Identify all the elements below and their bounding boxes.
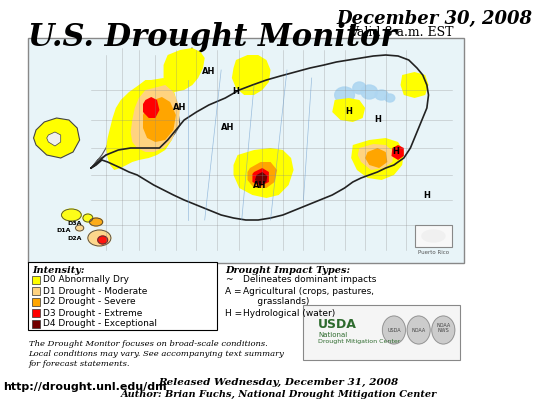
Text: The Drought Monitor focuses on broad-scale conditions.: The Drought Monitor focuses on broad-sca… <box>29 340 267 348</box>
Polygon shape <box>365 148 387 168</box>
Polygon shape <box>232 55 271 95</box>
Text: D2A: D2A <box>68 236 82 241</box>
Text: ~: ~ <box>225 276 233 285</box>
Polygon shape <box>164 48 205 92</box>
Ellipse shape <box>76 225 84 231</box>
Text: D3A: D3A <box>68 221 82 226</box>
Text: D0 Abnormally Dry: D0 Abnormally Dry <box>43 276 130 285</box>
Polygon shape <box>91 90 180 168</box>
Text: AH: AH <box>253 181 267 189</box>
Ellipse shape <box>62 209 82 221</box>
Text: http://drought.unl.edu/dm: http://drought.unl.edu/dm <box>4 382 167 392</box>
Bar <box>28 262 217 330</box>
Text: December 30, 2008: December 30, 2008 <box>336 10 532 28</box>
Ellipse shape <box>375 90 388 100</box>
Bar <box>28 38 464 263</box>
Bar <box>32 298 40 306</box>
Text: D1A: D1A <box>56 228 70 233</box>
Text: Local conditions may vary. See accompanying text summary: Local conditions may vary. See accompany… <box>29 350 285 358</box>
Bar <box>415 225 451 247</box>
Circle shape <box>432 316 455 344</box>
Polygon shape <box>401 72 429 98</box>
Text: A =: A = <box>225 287 242 295</box>
Text: D2 Drought - Severe: D2 Drought - Severe <box>43 297 136 307</box>
Ellipse shape <box>98 236 107 244</box>
Polygon shape <box>47 132 60 146</box>
Polygon shape <box>247 162 277 188</box>
Text: H: H <box>233 87 239 96</box>
Text: for forecast statements.: for forecast statements. <box>29 360 130 368</box>
Text: Hydrological (water): Hydrological (water) <box>244 309 336 318</box>
Text: Delineates dominant impacts: Delineates dominant impacts <box>244 276 377 285</box>
Circle shape <box>382 316 406 344</box>
Text: USDA: USDA <box>318 318 357 331</box>
Text: Valid 8 a.m. EST: Valid 8 a.m. EST <box>349 26 453 39</box>
Bar <box>32 309 40 317</box>
Polygon shape <box>33 118 79 158</box>
Text: H =: H = <box>225 309 242 318</box>
Ellipse shape <box>335 87 354 103</box>
Bar <box>32 287 40 295</box>
Text: Drought Mitigation Center: Drought Mitigation Center <box>318 339 401 344</box>
Polygon shape <box>143 97 176 142</box>
Text: Released Wednesday, December 31, 2008: Released Wednesday, December 31, 2008 <box>159 378 399 387</box>
Polygon shape <box>392 145 404 160</box>
Text: Puerto Rico: Puerto Rico <box>418 250 449 255</box>
Circle shape <box>407 316 430 344</box>
Ellipse shape <box>88 230 111 246</box>
Polygon shape <box>233 148 294 198</box>
Text: H: H <box>345 108 352 116</box>
Text: AH: AH <box>202 67 215 77</box>
Text: H: H <box>374 116 381 125</box>
Text: Author: Brian Fuchs, National Drought Mitigation Center: Author: Brian Fuchs, National Drought Mi… <box>120 390 437 399</box>
Ellipse shape <box>83 214 93 222</box>
Bar <box>303 305 460 360</box>
Text: H: H <box>392 147 399 156</box>
Text: USDA: USDA <box>387 328 401 332</box>
Ellipse shape <box>353 82 366 94</box>
Bar <box>32 320 40 328</box>
Polygon shape <box>131 85 180 152</box>
Text: grasslands): grasslands) <box>244 297 310 307</box>
Ellipse shape <box>90 218 103 226</box>
Polygon shape <box>351 138 404 180</box>
Text: D1 Drought - Moderate: D1 Drought - Moderate <box>43 287 148 295</box>
Text: Intensity:: Intensity: <box>32 266 84 275</box>
Text: D4 Drought - Exceptional: D4 Drought - Exceptional <box>43 320 158 328</box>
Text: Drought Impact Types:: Drought Impact Types: <box>225 266 350 275</box>
Text: NOAA
NWS: NOAA NWS <box>436 322 450 333</box>
Text: U.S. Drought Monitor: U.S. Drought Monitor <box>28 22 396 53</box>
Text: D3 Drought - Extreme: D3 Drought - Extreme <box>43 309 143 318</box>
Polygon shape <box>357 144 394 170</box>
Polygon shape <box>143 97 159 118</box>
Text: H: H <box>423 191 430 199</box>
Polygon shape <box>255 172 267 185</box>
Polygon shape <box>332 98 365 122</box>
Polygon shape <box>106 78 178 170</box>
Polygon shape <box>252 168 269 186</box>
Ellipse shape <box>361 85 377 99</box>
Ellipse shape <box>385 94 395 102</box>
Text: AH: AH <box>221 123 234 133</box>
Text: Agricultural (crops, pastures,: Agricultural (crops, pastures, <box>244 287 374 295</box>
Ellipse shape <box>422 230 445 242</box>
Bar <box>32 276 40 284</box>
Text: AH: AH <box>173 104 187 112</box>
Text: NOAA: NOAA <box>411 328 426 332</box>
Text: National: National <box>318 332 348 338</box>
